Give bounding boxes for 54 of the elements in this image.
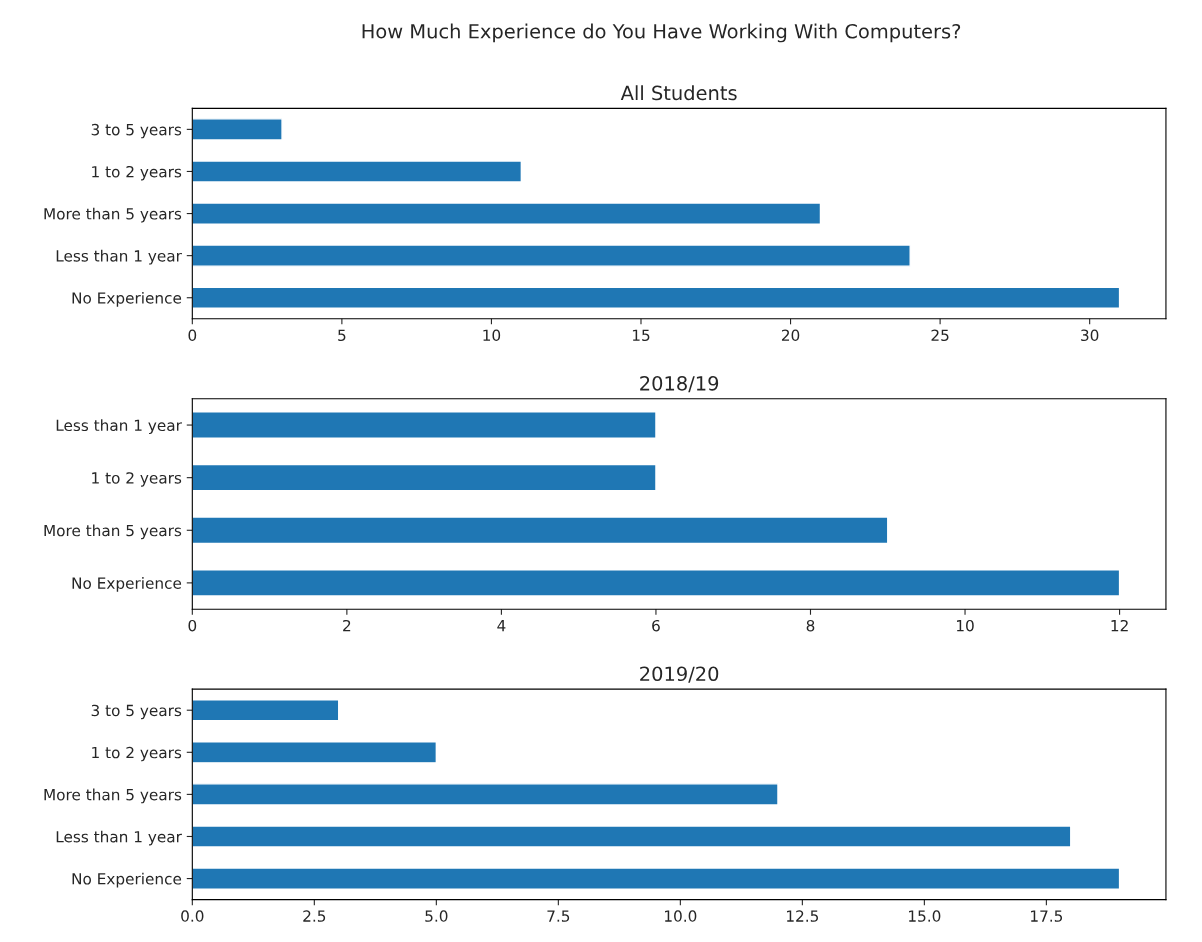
x-tick-label: 2 (343, 619, 351, 632)
chart-title: 2018/19 (640, 375, 719, 393)
x-tick-label: 7.5 (547, 910, 570, 922)
bar (192, 160, 523, 183)
y-tick-label: More than 5 years (44, 788, 182, 804)
y-tick-label: No Experience (72, 872, 182, 888)
x-tick-label: 15 (632, 329, 650, 342)
bar (192, 867, 1121, 890)
chart-title: 2019/20 (640, 666, 719, 683)
y-tick-label: 1 to 2 years (92, 472, 182, 487)
y-tick-label: No Experience (72, 291, 182, 307)
bar (192, 569, 1121, 597)
x-tick-label: 12 (1111, 619, 1128, 632)
y-tick-label: Less than 1 year (56, 249, 182, 265)
x-tick-label: 10 (483, 329, 501, 342)
x-tick-label: 5 (338, 329, 346, 342)
bar (192, 783, 779, 806)
chart-title: All Students (620, 85, 737, 101)
x-tick-label: 4 (497, 620, 506, 632)
x-tick-label: 5.0 (425, 910, 448, 922)
x-tick-label: 10 (956, 619, 974, 632)
x-tick-label: 0 (188, 619, 197, 632)
x-tick-label: 6 (652, 619, 660, 632)
y-tick-label: 3 to 5 years (91, 123, 182, 139)
y-tick-label: More than 5 years (44, 207, 182, 223)
text: How Much Experience do You Have Working With Computers? (362, 23, 961, 43)
bar (192, 698, 340, 722)
x-tick-label: 10.0 (665, 910, 697, 922)
y-tick-label: 1 to 2 years (92, 746, 182, 762)
bar (192, 516, 889, 545)
x-tick-label: 2.5 (303, 910, 326, 922)
bar (192, 286, 1121, 309)
bar (192, 244, 911, 267)
x-tick-label: 0 (188, 329, 197, 342)
y-tick-label: Less than 1 year (56, 419, 182, 435)
bar (192, 411, 657, 439)
x-tick-label: 12.5 (787, 910, 819, 922)
x-tick-label: 30 (1081, 329, 1099, 342)
y-tick-label: Less than 1 year (56, 830, 182, 846)
bar (192, 202, 822, 225)
y-tick-label: No Experience (72, 577, 182, 592)
y-tick-label: More than 5 years (44, 524, 182, 540)
x-tick-label: 20 (781, 329, 800, 342)
bar (192, 825, 1072, 848)
bar (192, 118, 283, 141)
x-tick-label: 8 (806, 619, 815, 632)
bar (192, 463, 657, 492)
y-tick-label: 1 to 2 years (92, 165, 182, 181)
x-tick-label: 25 (931, 329, 949, 342)
x-tick-label: 17.5 (1031, 910, 1063, 922)
x-tick-label: 0.0 (181, 910, 204, 922)
x-tick-label: 15.0 (909, 910, 941, 922)
y-tick-label: 3 to 5 years (91, 704, 182, 720)
bar (192, 741, 438, 764)
